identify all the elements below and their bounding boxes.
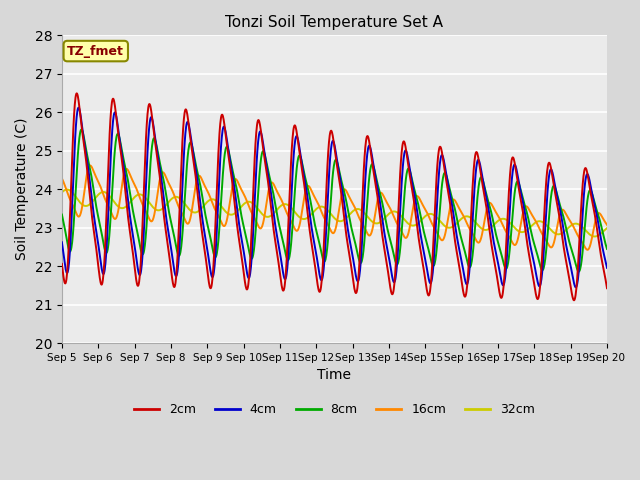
4cm — [491, 243, 499, 249]
2cm — [166, 260, 174, 266]
8cm — [241, 227, 248, 233]
X-axis label: Time: Time — [317, 368, 351, 382]
8cm — [78, 127, 86, 132]
Line: 4cm: 4cm — [62, 108, 607, 288]
32cm — [180, 199, 188, 205]
16cm — [419, 203, 427, 209]
2cm — [241, 276, 248, 282]
8cm — [575, 269, 582, 275]
32cm — [603, 225, 611, 231]
32cm — [491, 221, 499, 227]
16cm — [241, 193, 248, 199]
8cm — [58, 212, 66, 217]
8cm — [539, 267, 547, 273]
2cm — [491, 259, 499, 265]
2cm — [539, 243, 547, 249]
Line: 2cm: 2cm — [62, 93, 607, 300]
4cm — [180, 160, 188, 166]
16cm — [584, 247, 591, 252]
16cm — [603, 222, 611, 228]
32cm — [539, 219, 547, 225]
Line: 8cm: 8cm — [62, 130, 607, 272]
16cm — [180, 214, 188, 219]
Line: 16cm: 16cm — [62, 166, 607, 250]
Line: 32cm: 32cm — [62, 190, 607, 237]
4cm — [419, 246, 427, 252]
Title: Tonzi Soil Temperature Set A: Tonzi Soil Temperature Set A — [225, 15, 444, 30]
16cm — [86, 163, 94, 168]
16cm — [58, 176, 66, 181]
4cm — [241, 254, 248, 260]
32cm — [166, 197, 174, 203]
Legend: 2cm, 4cm, 8cm, 16cm, 32cm: 2cm, 4cm, 8cm, 16cm, 32cm — [129, 398, 540, 421]
2cm — [180, 120, 188, 126]
8cm — [180, 216, 188, 222]
2cm — [419, 264, 427, 269]
4cm — [166, 240, 174, 246]
8cm — [166, 216, 174, 221]
32cm — [241, 201, 248, 206]
32cm — [63, 187, 71, 192]
2cm — [570, 298, 578, 303]
4cm — [75, 105, 83, 110]
2cm — [73, 90, 81, 96]
16cm — [539, 232, 547, 238]
4cm — [603, 265, 611, 271]
4cm — [539, 265, 547, 271]
8cm — [603, 246, 611, 252]
32cm — [591, 234, 598, 240]
8cm — [419, 227, 427, 232]
32cm — [58, 190, 66, 195]
2cm — [58, 261, 66, 267]
Text: TZ_fmet: TZ_fmet — [67, 45, 124, 58]
16cm — [166, 183, 174, 189]
Y-axis label: Soil Temperature (C): Soil Temperature (C) — [15, 118, 29, 261]
2cm — [603, 285, 611, 291]
4cm — [572, 285, 580, 290]
4cm — [58, 240, 66, 245]
8cm — [491, 225, 499, 230]
32cm — [419, 215, 427, 221]
16cm — [491, 207, 499, 213]
